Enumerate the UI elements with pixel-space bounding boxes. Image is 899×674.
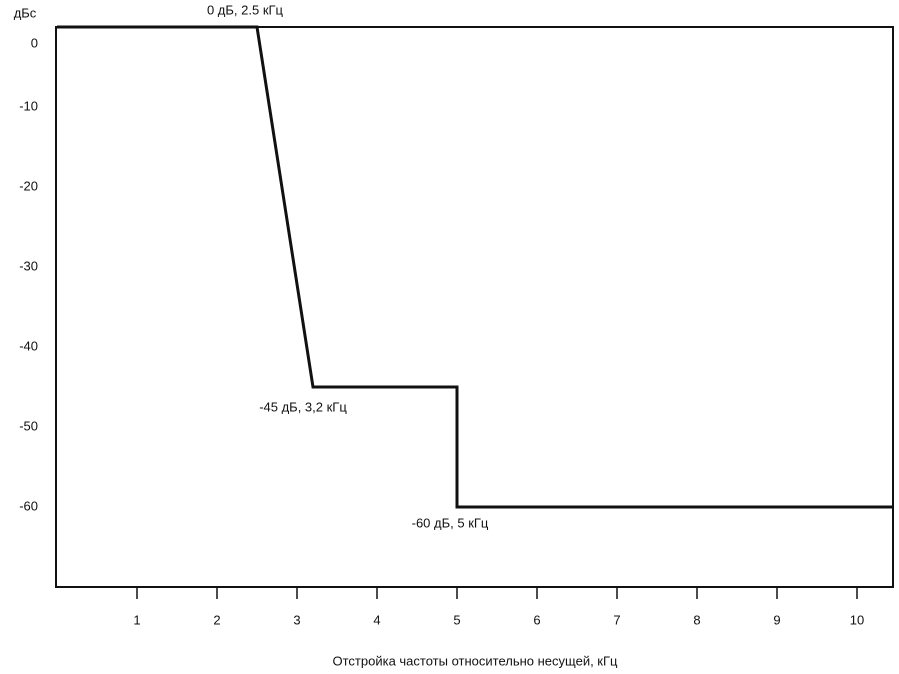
y-tick-label: -60 [19, 498, 38, 513]
y-axis-label: дБс [14, 5, 37, 20]
x-tick-label: 8 [693, 612, 700, 627]
x-tick-label: 10 [850, 612, 864, 627]
y-tick-label: 0 [31, 35, 38, 50]
x-tick-label: 3 [293, 612, 300, 627]
x-tick-label: 9 [773, 612, 780, 627]
x-tick-label: 6 [533, 612, 540, 627]
y-tick-label: -40 [19, 338, 38, 353]
y-tick-label: -30 [19, 258, 38, 273]
y-tick-label: -10 [19, 98, 38, 113]
x-tick-label: 1 [133, 612, 140, 627]
x-tick-label: 5 [453, 612, 460, 627]
x-tick-label: 2 [213, 612, 220, 627]
annotation: 0 дБ, 2.5 кГц [207, 2, 284, 17]
series-line [57, 25, 893, 509]
y-tick-label: -20 [19, 178, 38, 193]
annotation: -45 дБ, 3,2 кГц [259, 399, 347, 414]
y-tick-label: -50 [19, 418, 38, 433]
x-axis-label: Отстройка частоты относительно несущей, … [333, 653, 619, 668]
annotation: -60 дБ, 5 кГц [412, 515, 489, 530]
x-tick-label: 7 [613, 612, 620, 627]
plot-frame [55, 26, 894, 588]
x-tick-label: 4 [373, 612, 380, 627]
